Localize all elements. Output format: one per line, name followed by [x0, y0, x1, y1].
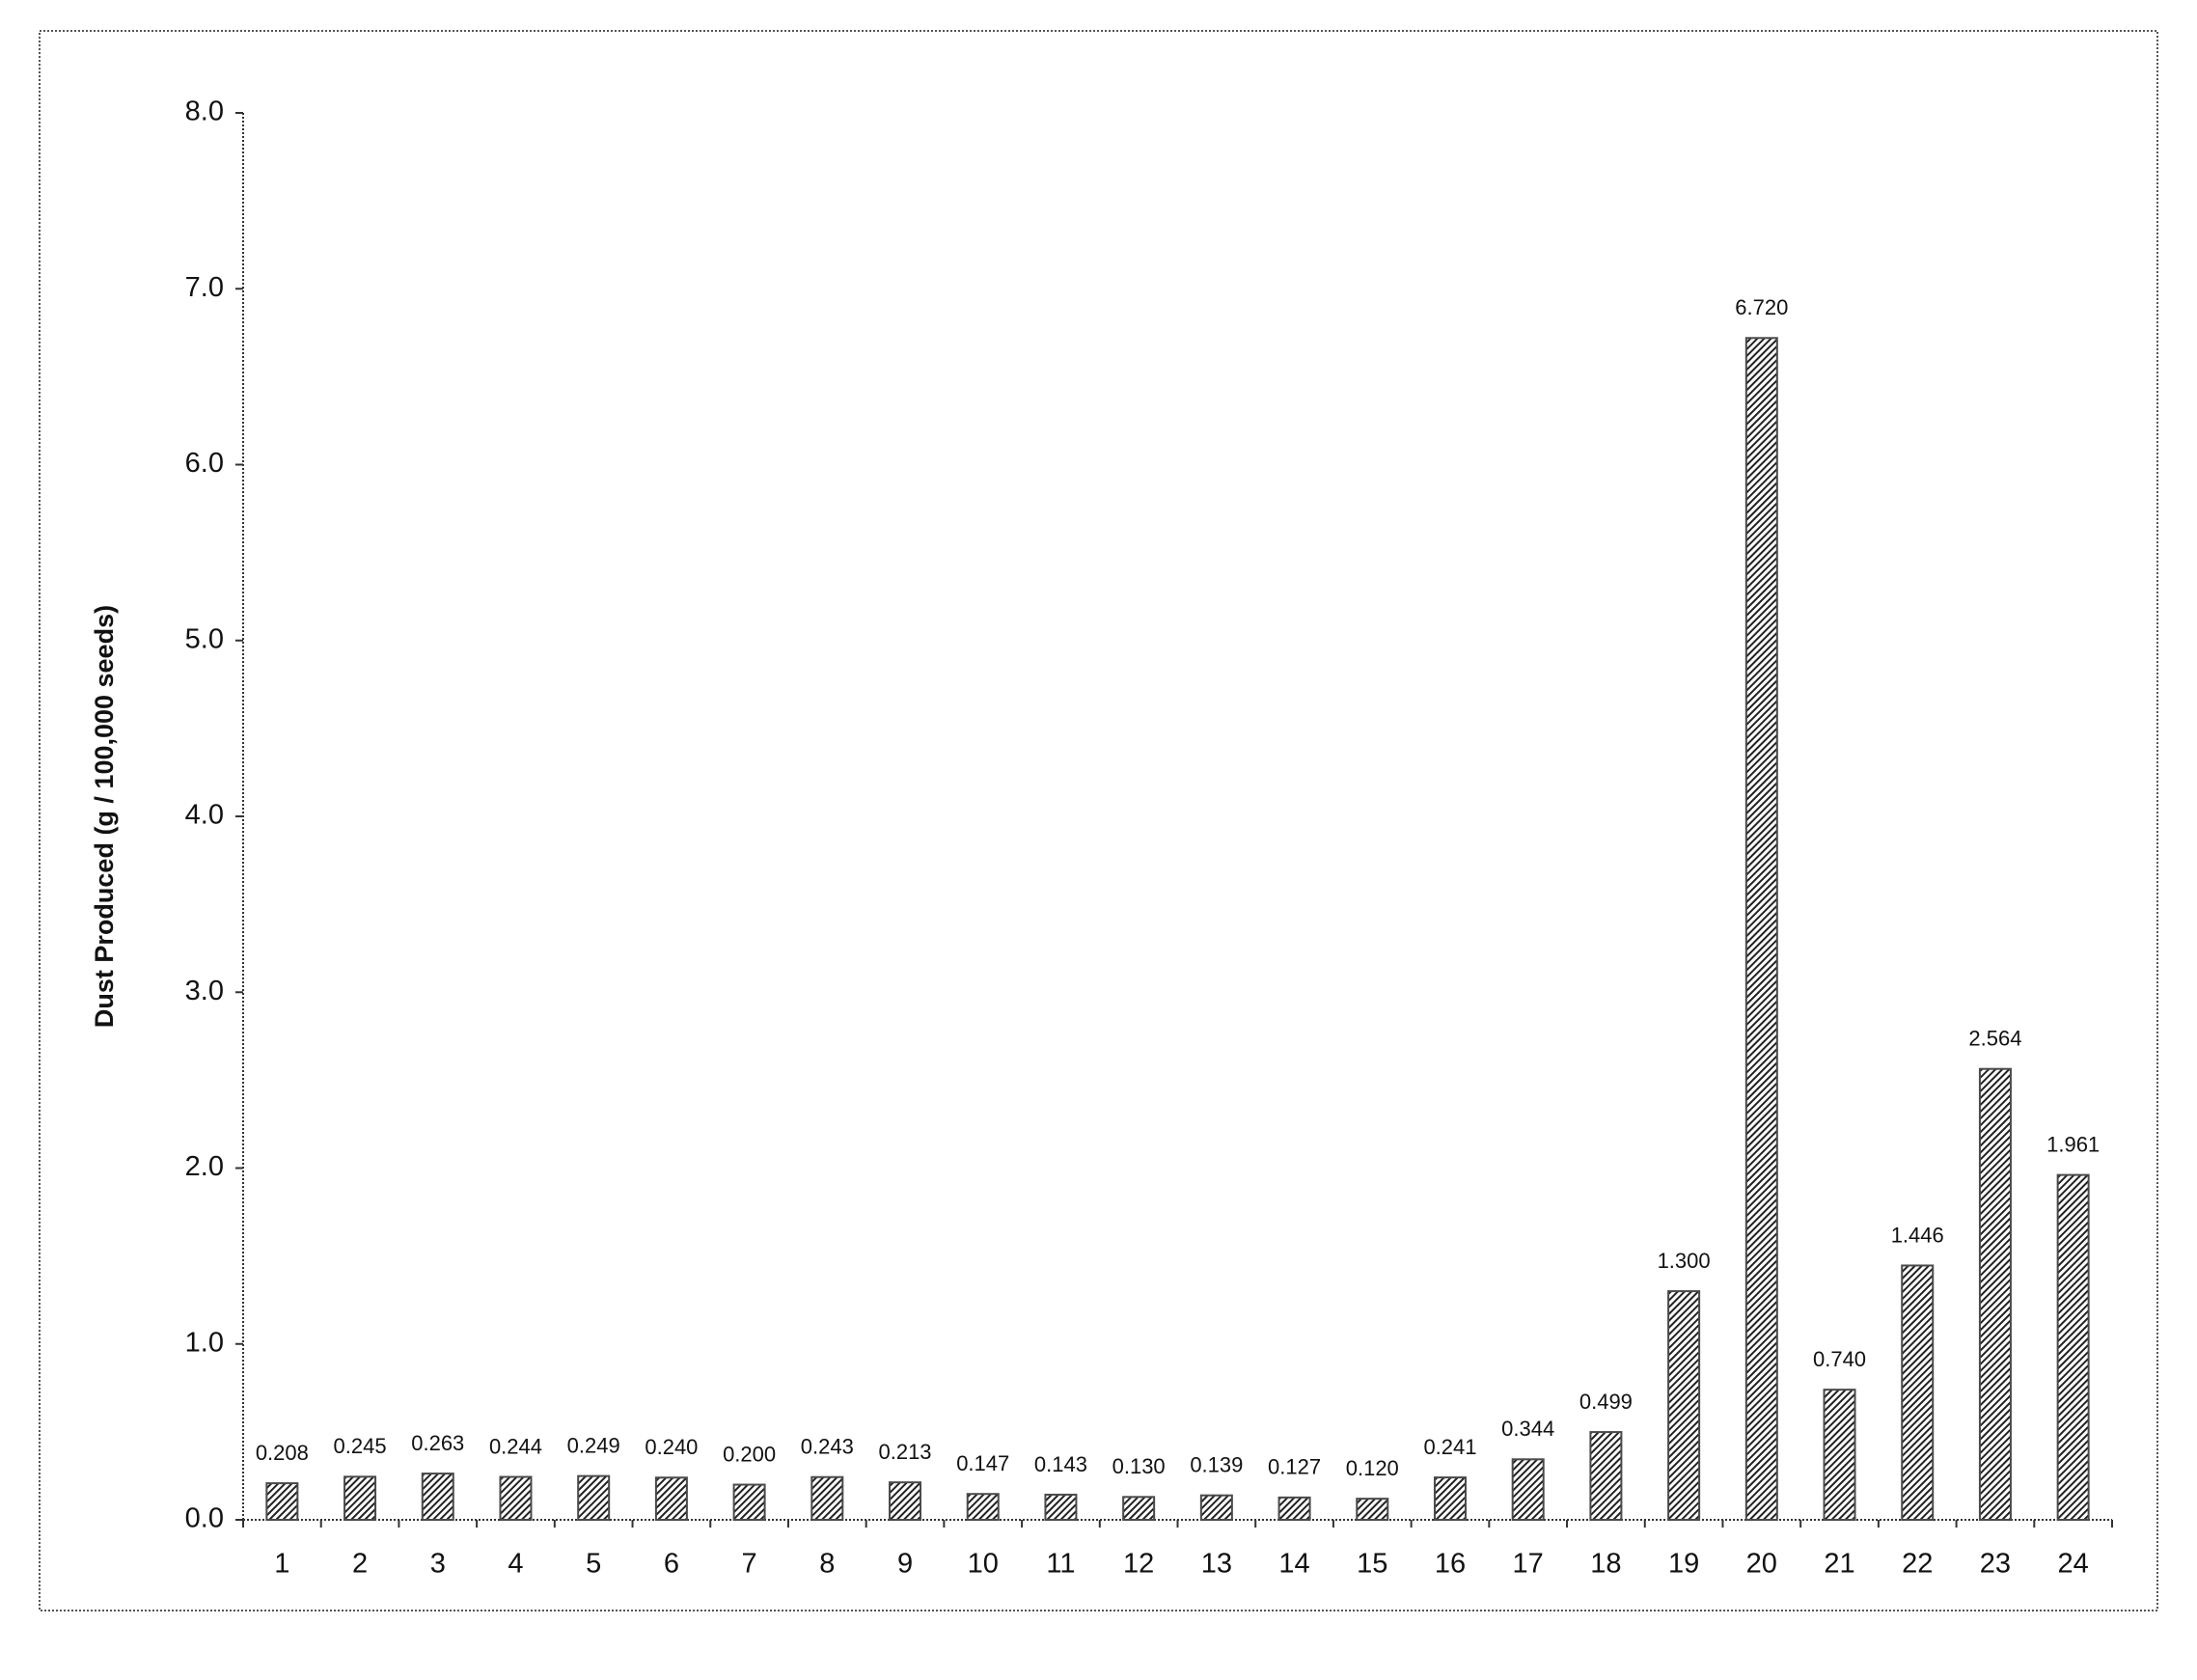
- value-label: 1.446: [1891, 1223, 1944, 1247]
- x-tick-label: 15: [1357, 1549, 1387, 1580]
- bar: [1045, 1495, 1076, 1520]
- value-label: 0.344: [1501, 1417, 1554, 1441]
- bar: [1668, 1291, 1699, 1520]
- y-tick-label: 6.0: [185, 448, 224, 479]
- y-axis-title: Dust Produced (g / 100,000 seeds): [90, 605, 119, 1028]
- value-label: 0.740: [1813, 1347, 1866, 1371]
- x-tick-label: 17: [1513, 1549, 1544, 1580]
- chart: Dust Produced (g / 100,000 seeds) 0.0 1.0…: [0, 0, 2197, 1680]
- x-tick-label: 11: [1046, 1549, 1075, 1580]
- value-label: 6.720: [1735, 295, 1788, 319]
- bar: [500, 1477, 531, 1520]
- y-tick-label: 3.0: [185, 976, 224, 1006]
- bar: [344, 1476, 375, 1520]
- value-label: 0.243: [801, 1435, 854, 1459]
- y-tick-label: 2.0: [185, 1151, 224, 1182]
- x-tick-label: 23: [1980, 1549, 2011, 1580]
- x-tick-label: 24: [2058, 1549, 2089, 1580]
- value-label: 0.208: [256, 1441, 309, 1465]
- bar: [968, 1494, 999, 1520]
- value-label: 0.143: [1034, 1452, 1087, 1476]
- x-tick-label: 12: [1123, 1549, 1154, 1580]
- y-tick-label: 8.0: [185, 96, 224, 127]
- bar: [1435, 1477, 1466, 1520]
- bar: [1357, 1499, 1387, 1520]
- x-tick-label: 1: [274, 1549, 289, 1580]
- x-tick-label: 16: [1435, 1549, 1466, 1580]
- bar: [423, 1473, 453, 1520]
- x-tick-label: 6: [664, 1549, 679, 1580]
- bar: [1123, 1497, 1154, 1520]
- value-label: 0.244: [489, 1434, 542, 1458]
- y-tick-label: 4.0: [185, 800, 224, 831]
- bar: [890, 1482, 920, 1520]
- bar: [1746, 338, 1777, 1520]
- y-tick-label: 5.0: [185, 623, 224, 654]
- value-label: 0.147: [956, 1451, 1009, 1475]
- x-tick-label: 18: [1590, 1549, 1621, 1580]
- x-tick-label: 13: [1201, 1549, 1232, 1580]
- value-label: 0.245: [334, 1434, 387, 1458]
- bar: [656, 1477, 687, 1520]
- value-label: 0.120: [1346, 1456, 1399, 1480]
- value-label: 0.249: [567, 1433, 620, 1457]
- y-tick-label: 0.0: [185, 1503, 224, 1534]
- bar: [266, 1483, 297, 1520]
- x-tick-label: 5: [586, 1549, 601, 1580]
- bar: [1513, 1459, 1544, 1520]
- value-label: 0.263: [411, 1431, 464, 1455]
- value-label: 0.241: [1423, 1435, 1476, 1459]
- x-tick-label: 9: [897, 1549, 913, 1580]
- bar: [1980, 1069, 2011, 1520]
- y-tick-label: 1.0: [185, 1327, 224, 1358]
- bar: [1279, 1498, 1310, 1520]
- page: Dust Produced (g / 100,000 seeds) 0.0 1.0…: [0, 0, 2197, 1680]
- bar: [1201, 1496, 1232, 1520]
- value-label: 0.127: [1268, 1455, 1321, 1479]
- x-tick-label: 2: [352, 1549, 368, 1580]
- y-tick-label: 7.0: [185, 272, 224, 303]
- bar: [578, 1476, 609, 1520]
- x-tick-label: 20: [1746, 1549, 1777, 1580]
- bar: [1825, 1390, 1855, 1520]
- bar: [1590, 1432, 1621, 1520]
- value-label: 1.961: [2046, 1132, 2100, 1156]
- value-label: 2.564: [1968, 1027, 2021, 1051]
- value-label: 0.240: [645, 1435, 698, 1459]
- chart-border: [40, 31, 2157, 1611]
- bar: [1902, 1265, 1933, 1520]
- bar: [734, 1485, 765, 1520]
- x-tick-label: 14: [1278, 1549, 1309, 1580]
- bar: [811, 1477, 842, 1520]
- x-tick-label: 7: [742, 1549, 757, 1580]
- value-label: 0.213: [878, 1440, 931, 1464]
- value-label: 0.139: [1190, 1452, 1243, 1476]
- x-tick-label: 21: [1824, 1549, 1854, 1580]
- x-tick-label: 22: [1902, 1549, 1933, 1580]
- x-tick-label: 10: [968, 1549, 999, 1580]
- value-label: 0.130: [1112, 1454, 1166, 1478]
- value-label: 0.499: [1579, 1390, 1633, 1414]
- x-tick-label: 4: [508, 1549, 523, 1580]
- x-tick-label: 19: [1668, 1549, 1699, 1580]
- x-tick-label: 3: [430, 1549, 446, 1580]
- x-tick-label: 8: [819, 1549, 835, 1580]
- value-label: 0.200: [723, 1442, 776, 1466]
- bar: [2058, 1175, 2089, 1520]
- value-label: 1.300: [1658, 1249, 1711, 1273]
